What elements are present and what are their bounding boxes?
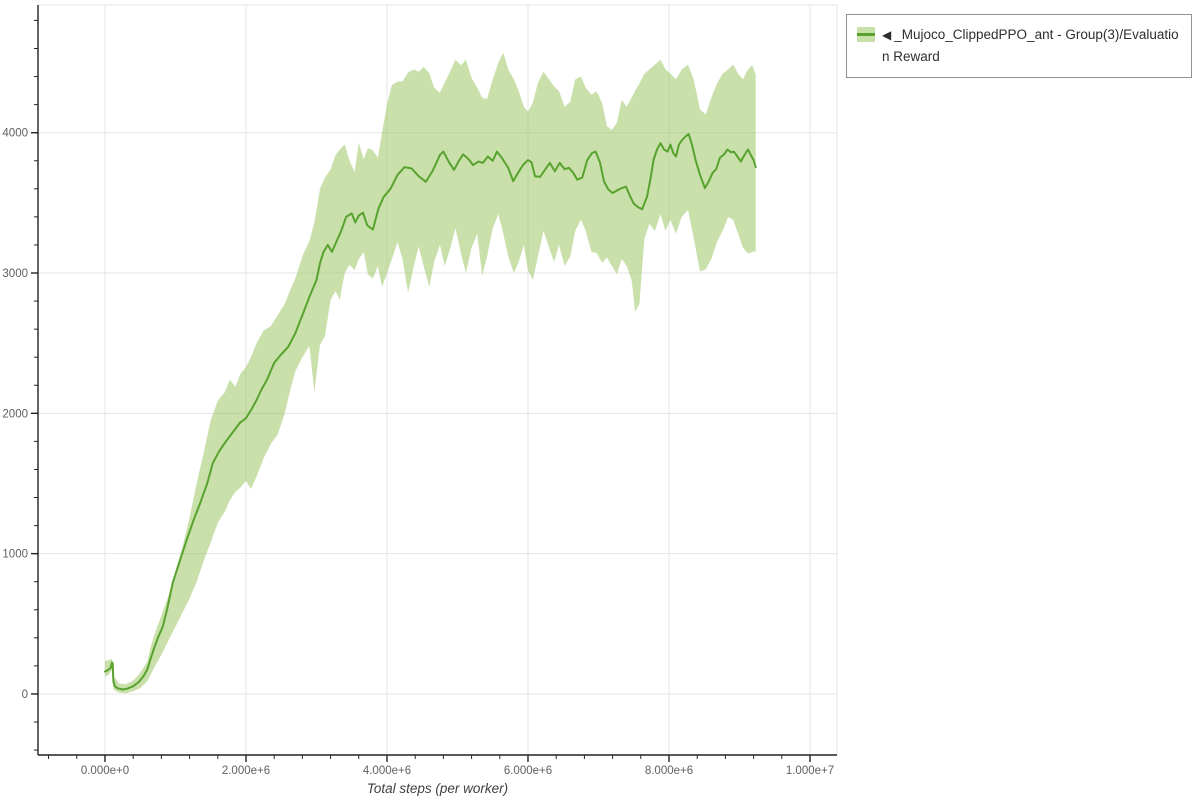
- mean-line: [104, 133, 757, 691]
- x-tick-label: 2.000e+6: [222, 765, 270, 777]
- x-tick-label: 1.000e+7: [786, 765, 834, 777]
- legend-marker-icon: ◀: [882, 28, 892, 42]
- confidence-band: [105, 52, 756, 694]
- y-tick-label: 4000: [2, 128, 28, 140]
- y-tick-label: 1000: [2, 549, 28, 561]
- x-tick-label: 6.000e+6: [504, 765, 552, 777]
- legend-swatch: [857, 27, 875, 42]
- y-tick-label: 2000: [2, 408, 28, 420]
- legend[interactable]: ◀ _Mujoco_ClippedPPO_ant - Group(3)/Evalu…: [846, 14, 1192, 78]
- legend-label: _Mujoco_ClippedPPO_ant - Group(3)/Evalua…: [882, 27, 1179, 64]
- x-axis-title: Total steps (per worker): [366, 781, 509, 796]
- x-tick-label: 4.000e+6: [363, 765, 411, 777]
- x-tick-label: 0.000e+0: [81, 765, 129, 777]
- x-tick-label: 8.000e+6: [645, 765, 693, 777]
- y-tick-label: 3000: [2, 268, 28, 280]
- y-tick-label: 0: [22, 689, 28, 701]
- legend-entry: ◀ _Mujoco_ClippedPPO_ant - Group(3)/Evalu…: [882, 24, 1181, 67]
- legend-swatch-line: [857, 33, 875, 36]
